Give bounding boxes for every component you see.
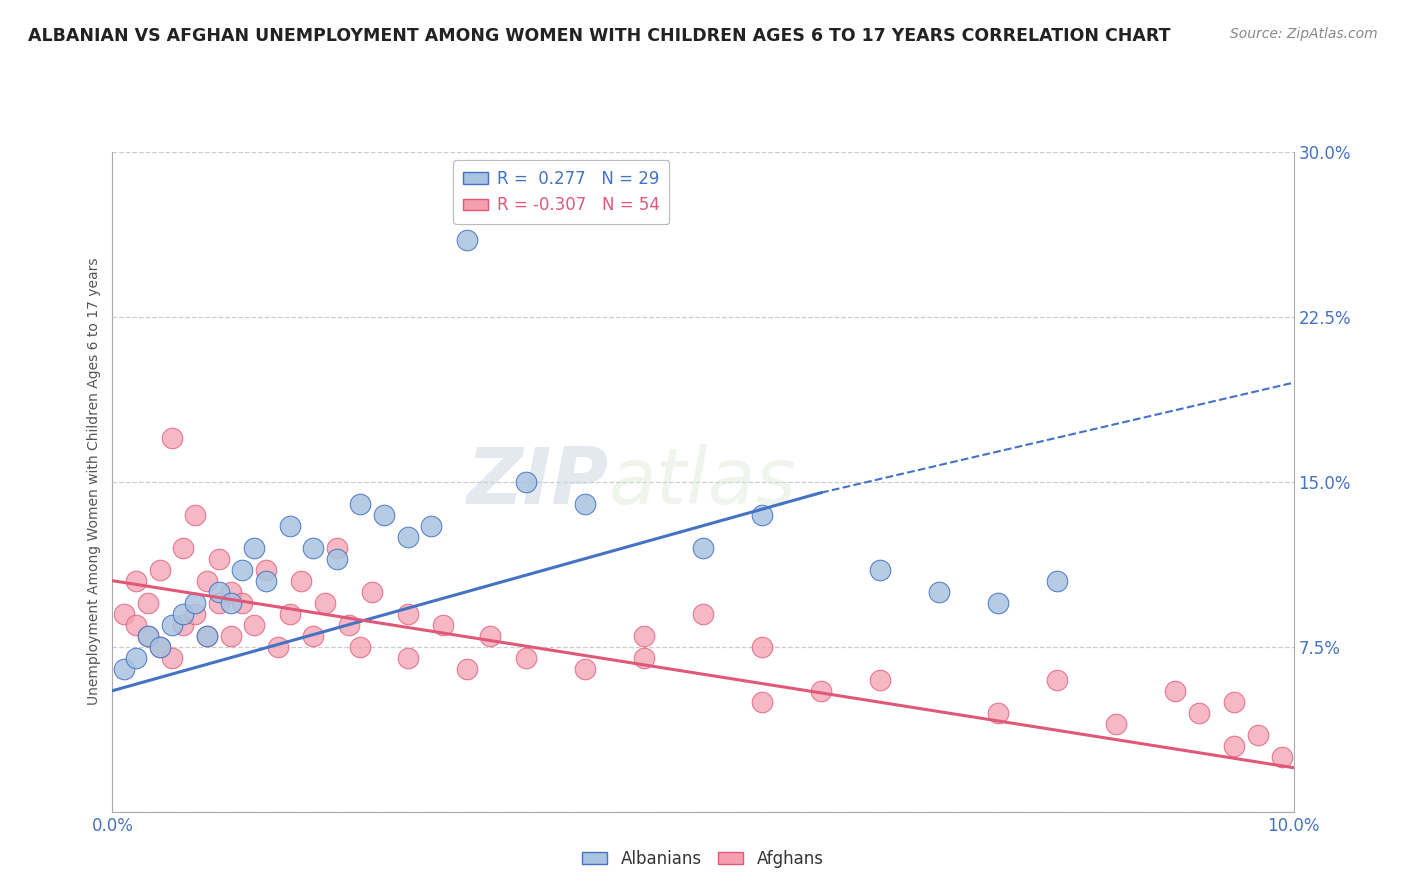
Point [219,596,242,610]
Point [149,640,172,654]
Point [751,640,773,654]
Point [184,607,207,621]
Point [195,629,218,643]
Point [231,563,253,577]
Point [396,530,419,544]
Point [149,640,172,654]
Point [125,574,148,588]
Point [136,596,159,610]
Point [160,617,183,632]
Point [420,518,443,533]
Point [267,640,290,654]
Legend: R =  0.277   N = 29, R = -0.307   N = 54: R = 0.277 N = 29, R = -0.307 N = 54 [453,160,669,224]
Point [302,629,325,643]
Point [184,596,207,610]
Point [1105,716,1128,731]
Point [349,497,371,511]
Point [574,662,596,676]
Point [112,607,135,621]
Point [633,629,655,643]
Point [149,563,172,577]
Point [1223,739,1246,753]
Point [172,607,194,621]
Point [515,650,537,665]
Point [810,683,832,698]
Point [1046,673,1069,687]
Point [633,650,655,665]
Point [172,541,194,555]
Point [515,475,537,489]
Point [136,629,159,643]
Point [208,596,231,610]
Point [396,607,419,621]
Point [361,584,384,599]
Point [869,563,891,577]
Point [928,584,950,599]
Point [219,584,242,599]
Text: ALBANIAN VS AFGHAN UNEMPLOYMENT AMONG WOMEN WITH CHILDREN AGES 6 TO 17 YEARS COR: ALBANIAN VS AFGHAN UNEMPLOYMENT AMONG WO… [28,27,1171,45]
Point [208,584,231,599]
Point [208,551,231,566]
Point [314,596,336,610]
Point [254,574,277,588]
Point [195,574,218,588]
Legend: Albanians, Afghans: Albanians, Afghans [575,844,831,875]
Text: ZIP: ZIP [467,443,609,520]
Point [396,650,419,665]
Point [302,541,325,555]
Point [231,596,253,610]
Point [869,673,891,687]
Point [987,706,1010,720]
Point [987,596,1010,610]
Point [751,508,773,522]
Point [278,607,301,621]
Point [219,629,242,643]
Point [479,629,502,643]
Text: atlas: atlas [609,443,796,520]
Point [456,233,478,247]
Point [574,497,596,511]
Point [1164,683,1187,698]
Point [125,617,148,632]
Point [456,662,478,676]
Point [1271,749,1294,764]
Point [254,563,277,577]
Point [349,640,371,654]
Point [278,518,301,533]
Point [1223,695,1246,709]
Point [125,650,148,665]
Point [136,629,159,643]
Point [1046,574,1069,588]
Point [290,574,312,588]
Point [337,617,360,632]
Text: Source: ZipAtlas.com: Source: ZipAtlas.com [1230,27,1378,41]
Point [172,617,194,632]
Point [160,431,183,445]
Point [112,662,135,676]
Point [692,607,714,621]
Y-axis label: Unemployment Among Women with Children Ages 6 to 17 years: Unemployment Among Women with Children A… [87,258,101,706]
Point [1188,706,1211,720]
Point [1247,728,1270,742]
Point [195,629,218,643]
Point [373,508,395,522]
Point [160,650,183,665]
Point [326,541,349,555]
Point [243,617,266,632]
Point [432,617,454,632]
Point [751,695,773,709]
Point [326,551,349,566]
Point [692,541,714,555]
Point [184,508,207,522]
Point [243,541,266,555]
